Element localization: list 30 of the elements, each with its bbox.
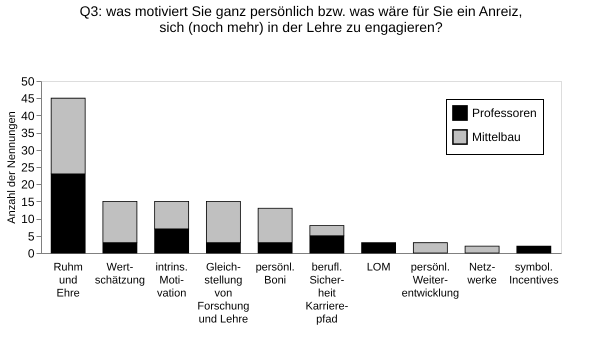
legend-label: Professoren [472, 106, 537, 120]
x-tick-label: intrins. Moti- vation [155, 262, 188, 300]
y-tick-label: 40 [21, 108, 35, 123]
y-tick-label: 45 [21, 92, 35, 106]
bar [464, 246, 500, 254]
text: Q3: was motiviert Sie ganz persönlich bzw. was wäre für Sie ein Anreiz, [80, 3, 522, 19]
bar [361, 242, 396, 254]
y-tick-label: 30 [21, 143, 35, 158]
y-tick-label: 50 [21, 74, 35, 88]
x-tick-label: berufl. Sicher- heit Karriere- pfad [305, 262, 349, 326]
y-tick-label: 25 [21, 160, 35, 174]
x-tick-label: persönl. Boni [256, 262, 295, 286]
y-tick-label: 35 [21, 126, 35, 140]
x-tick-label: Gleich- stellung von Forschung und Lehre [197, 262, 250, 326]
x-tick-label: persönl. Weiter- entwicklung [402, 262, 460, 300]
y-axis-title: Anzahl der Nennungen [6, 111, 18, 224]
bar [412, 242, 448, 254]
x-tick-label: Netz- werke [466, 262, 497, 286]
y-tick-label: 5 [28, 229, 35, 244]
text: sich (noch mehr) in der Lehre zu engagieren? [159, 19, 443, 35]
x-tick-label: LOM [366, 262, 391, 274]
bar [516, 246, 552, 254]
y-tick-label: 20 [21, 178, 35, 192]
x-tick-label: Ruhm und Ehre [53, 262, 83, 300]
y-tick-label: 15 [21, 194, 35, 209]
x-tick-label: symbol. Incentives [509, 262, 560, 286]
legend-label: Mittelbau [472, 130, 521, 144]
y-tick-label: 0 [28, 246, 35, 260]
x-tick-label: Wert- schätzung [94, 262, 145, 286]
y-tick-label: 10 [21, 212, 35, 226]
